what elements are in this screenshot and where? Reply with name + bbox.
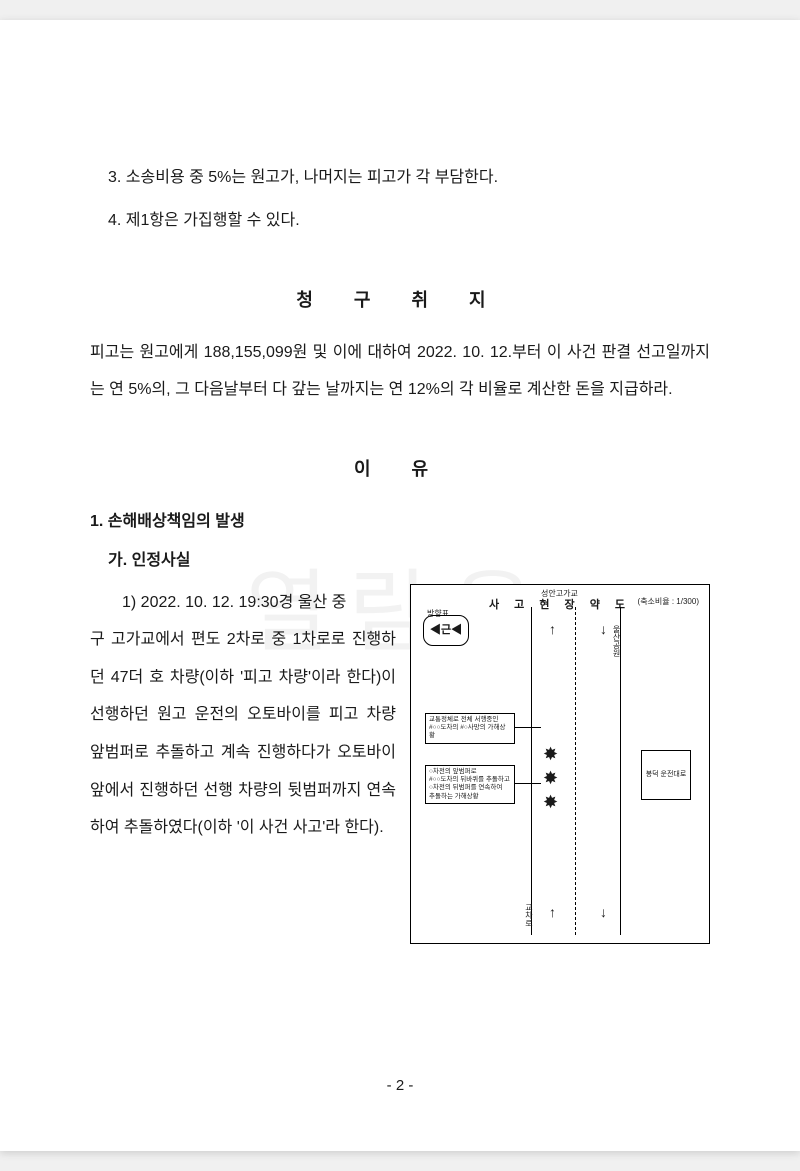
- flow-arrow-down-icon: ↓: [600, 896, 607, 928]
- callout-2-line-3: ○차전의 뒤범퍼를 연속하여: [429, 784, 511, 792]
- fact-rest: 구 고가교에서 편도 2차로 중 1차로로 진행하던 47더 호 차량(이하 '…: [90, 631, 396, 836]
- diagram-right-road-label: 울산공원: [607, 625, 625, 657]
- road-edge-left: [531, 607, 532, 935]
- page-number: - 2 -: [387, 1069, 414, 1104]
- diagram-bottom-label: 교차로: [519, 903, 537, 927]
- diagram-scale: (축소비율 : 1/300): [638, 593, 699, 611]
- body-with-figure: 1) 2022. 10. 12. 19:30경 울산 중 구 고가교에서 편도 …: [90, 584, 710, 944]
- callout-connector: [515, 783, 541, 784]
- diagram-side-box: 봉덕 운전대로: [641, 750, 691, 800]
- collision-mark-icon: ✸: [543, 793, 558, 811]
- order-item-4: 4. 제1항은 가집행할 수 있다.: [90, 203, 710, 240]
- page-content: 3. 소송비용 중 5%는 원고가, 나머지는 피고가 각 부담한다. 4. 제…: [90, 160, 710, 944]
- fact-lead: 1) 2022. 10. 12. 19:30경 울산 중: [90, 584, 396, 622]
- diagram-bridge-label: 성안고가교: [541, 585, 578, 603]
- diagram-callout-1: 교통정체로 전체 서행중인 #○○도차의 #○사망의 가해상황: [425, 713, 515, 744]
- collision-mark-icon: ✸: [543, 745, 558, 763]
- fact-paragraph: 1) 2022. 10. 12. 19:30경 울산 중 구 고가교에서 편도 …: [90, 584, 396, 847]
- callout-2-line-1: ○차전의 앞범퍼로: [429, 768, 511, 776]
- document-page: 열람용 3. 소송비용 중 5%는 원고가, 나머지는 피고가 각 부담한다. …: [0, 20, 800, 1151]
- callout-1-line-2: #○○도차의 #○사망의 가해상황: [429, 724, 511, 741]
- callout-connector: [515, 727, 541, 728]
- diagram-direction-arrow: ◀근◀: [423, 615, 469, 646]
- heading-2: 가. 인정사실: [90, 543, 710, 580]
- flow-arrow-up-icon: ↑: [549, 613, 556, 645]
- lane-divider: [575, 607, 576, 935]
- accident-diagram: 사 고 현 장 약 도 (축소비율 : 1/300) 방향표 ◀근◀ 성안고가교…: [410, 584, 710, 944]
- reasons-title: 이 유: [90, 449, 710, 490]
- claim-body: 피고는 원고에게 188,155,099원 및 이에 대하여 2022. 10.…: [90, 335, 710, 409]
- claim-title: 청 구 취 지: [90, 280, 710, 321]
- collision-mark-icon: ✸: [543, 769, 558, 787]
- callout-1-line-1: 교통정체로 전체 서행중인: [429, 716, 511, 724]
- flow-arrow-up-icon: ↑: [549, 896, 556, 928]
- callout-2-line-4: 추돌하는 가해상황: [429, 793, 511, 801]
- diagram-callout-2: ○차전의 앞범퍼로 #○○도차의 뒤바퀴를 추돌하고 ○차전의 뒤범퍼를 연속하…: [425, 765, 515, 805]
- order-item-3: 3. 소송비용 중 5%는 원고가, 나머지는 피고가 각 부담한다.: [90, 160, 710, 197]
- heading-1: 1. 손해배상책임의 발생: [90, 504, 710, 541]
